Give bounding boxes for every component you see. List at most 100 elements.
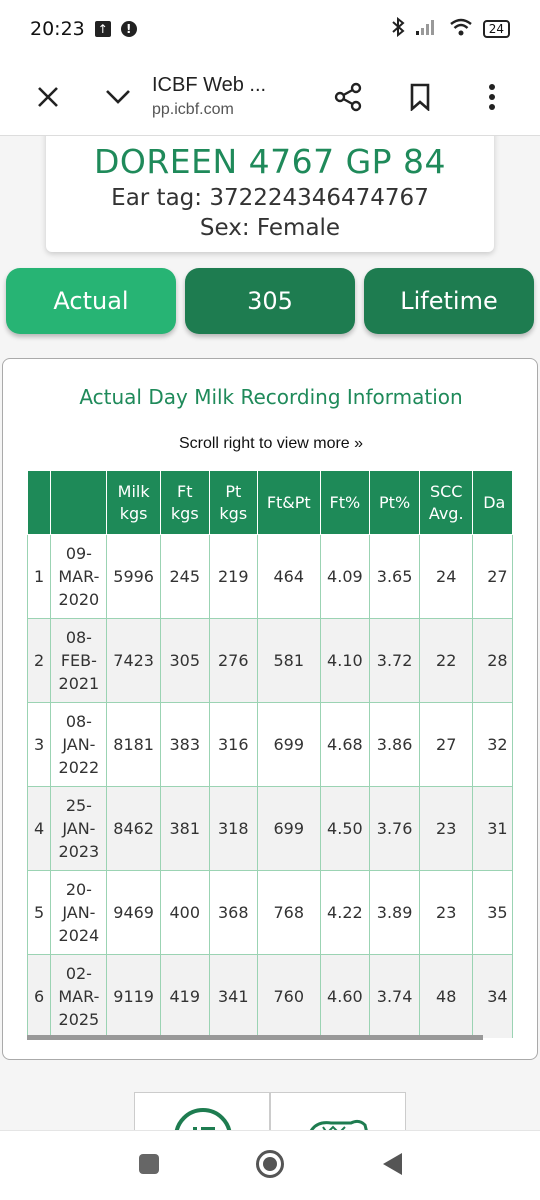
browser-app-bar: ICBF Web ... pp.icbf.com xyxy=(0,58,540,136)
cell-protein: 318 xyxy=(208,786,258,871)
panel-title: Actual Day Milk Recording Information xyxy=(79,385,463,409)
cell-fat: 245 xyxy=(159,534,210,619)
col-header-protein-pct: Pt% xyxy=(368,470,421,535)
more-options-icon[interactable] xyxy=(472,77,512,117)
signal-icon xyxy=(415,18,439,40)
cell-scc: 27 xyxy=(419,702,474,787)
cell-fat-pct: 4.10 xyxy=(319,618,371,703)
back-icon xyxy=(380,1151,404,1181)
cell-date: 09-MAR-2020 xyxy=(50,534,108,619)
cell-index: 6 xyxy=(27,954,52,1038)
tab-lifetime[interactable]: Lifetime xyxy=(364,268,534,334)
cell-fat: 305 xyxy=(159,618,210,703)
cell-days: 28 xyxy=(472,618,513,703)
col-header-date xyxy=(50,470,108,535)
home-button[interactable] xyxy=(255,1149,285,1183)
cell-date: 25-JAN-2023 xyxy=(50,786,108,871)
page-content: DOREEN 4767 GP 84 Ear tag: 3722243464747… xyxy=(0,136,540,1130)
recents-button[interactable] xyxy=(134,1151,164,1181)
tab-305[interactable]: 305 xyxy=(185,268,355,334)
home-icon xyxy=(255,1149,285,1183)
cell-milk: 8181 xyxy=(106,702,161,787)
table-row: 6 02-MAR-2025 9119 419 341 760 4.60 3.74… xyxy=(27,954,513,1038)
cell-fat-pct: 4.22 xyxy=(319,870,371,955)
scroll-hint: Scroll right to view more » xyxy=(178,435,364,452)
cell-index: 1 xyxy=(27,534,52,619)
recents-icon xyxy=(137,1152,161,1180)
cell-protein: 368 xyxy=(208,870,258,955)
cell-protein: 219 xyxy=(208,534,258,619)
cell-protein-pct: 3.65 xyxy=(368,534,421,619)
tab-actual[interactable]: Actual xyxy=(6,268,176,334)
cell-milk: 8462 xyxy=(106,786,161,871)
cell-fat: 381 xyxy=(159,786,210,871)
col-header-index xyxy=(27,470,52,535)
cell-protein: 316 xyxy=(208,702,258,787)
list-menu-tile[interactable] xyxy=(134,1092,270,1130)
cell-days: 27 xyxy=(472,534,513,619)
milk-table-scroll[interactable]: Milk kgs Ft kgs Pt kgs Ft&Pt Ft% Pt% SCC… xyxy=(27,470,513,1038)
cell-protein-pct: 3.72 xyxy=(368,618,421,703)
cell-protein: 276 xyxy=(208,618,258,703)
cell-date: 08-FEB-2021 xyxy=(50,618,108,703)
cell-protein-pct: 3.76 xyxy=(368,786,421,871)
share-icon[interactable] xyxy=(328,77,368,117)
bottom-menu-tiles xyxy=(134,1092,406,1130)
milk-recording-panel: Actual Day Milk Recording Information Sc… xyxy=(2,358,538,1060)
cell-scc: 23 xyxy=(419,786,474,871)
cell-milk: 9119 xyxy=(106,954,161,1038)
close-icon[interactable] xyxy=(28,77,68,117)
system-nav-bar xyxy=(0,1130,540,1200)
col-header-days: Da xyxy=(472,470,513,535)
upload-notification-icon: ↑ xyxy=(94,21,111,37)
cell-days: 34 xyxy=(472,954,513,1038)
cell-fat-pct: 4.50 xyxy=(319,786,371,871)
animal-sex: Sex: Female xyxy=(199,215,341,241)
cell-scc: 22 xyxy=(419,618,474,703)
cell-milk: 9469 xyxy=(106,870,161,955)
cell-fat-protein: 768 xyxy=(256,870,321,955)
cell-date: 02-MAR-2025 xyxy=(50,954,108,1038)
cow-icon xyxy=(307,1115,371,1130)
chevron-down-icon[interactable] xyxy=(98,77,138,117)
animal-name: DOREEN 4767 GP 84 xyxy=(93,142,447,181)
cell-fat-protein: 581 xyxy=(256,618,321,703)
cell-index: 2 xyxy=(27,618,52,703)
table-row: 2 08-FEB-2021 7423 305 276 581 4.10 3.72… xyxy=(27,618,513,703)
cell-index: 3 xyxy=(27,702,52,787)
cell-fat-pct: 4.60 xyxy=(319,954,371,1038)
cell-fat: 400 xyxy=(159,870,210,955)
cell-fat-protein: 699 xyxy=(256,702,321,787)
page-url: pp.icbf.com xyxy=(152,101,234,118)
cell-scc: 23 xyxy=(419,870,474,955)
table-row: 1 09-MAR-2020 5996 245 219 464 4.09 3.65… xyxy=(27,534,513,619)
cell-protein-pct: 3.86 xyxy=(368,702,421,787)
cell-milk: 5996 xyxy=(106,534,161,619)
cell-days: 32 xyxy=(472,702,513,787)
milk-table: Milk kgs Ft kgs Pt kgs Ft&Pt Ft% Pt% SCC… xyxy=(27,470,513,1038)
cell-days: 31 xyxy=(472,786,513,871)
alert-notification-icon: ! xyxy=(120,21,137,37)
cell-date: 08-JAN-2022 xyxy=(50,702,108,787)
cell-protein-pct: 3.74 xyxy=(368,954,421,1038)
table-row: 4 25-JAN-2023 8462 381 318 699 4.50 3.76… xyxy=(27,786,513,871)
cell-protein-pct: 3.89 xyxy=(368,870,421,955)
cell-fat-protein: 699 xyxy=(256,786,321,871)
col-header-protein: Pt kgs xyxy=(208,470,258,535)
cell-scc: 48 xyxy=(419,954,474,1038)
cell-scc: 24 xyxy=(419,534,474,619)
cell-date: 20-JAN-2024 xyxy=(50,870,108,955)
cell-fat-protein: 464 xyxy=(256,534,321,619)
bookmark-icon[interactable] xyxy=(400,77,440,117)
horizontal-scrollbar[interactable] xyxy=(27,1035,483,1040)
cell-fat: 383 xyxy=(159,702,210,787)
bluetooth-icon xyxy=(391,16,405,41)
cell-protein: 341 xyxy=(208,954,258,1038)
status-bar: 20:23 ↑ ! 24 xyxy=(0,0,540,58)
table-header-row: Milk kgs Ft kgs Pt kgs Ft&Pt Ft% Pt% SCC… xyxy=(27,470,513,535)
page-title: ICBF Web ... xyxy=(152,74,267,96)
cell-fat-pct: 4.09 xyxy=(319,534,371,619)
cow-menu-tile[interactable] xyxy=(270,1092,406,1130)
back-button[interactable] xyxy=(377,1151,407,1181)
ear-tag: Ear tag: 372224346474767 xyxy=(111,185,429,211)
